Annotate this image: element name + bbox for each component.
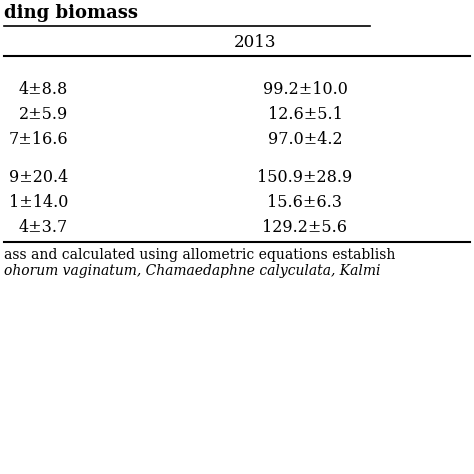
Text: 2±5.9: 2±5.9: [19, 106, 68, 123]
Text: 15.6±6.3: 15.6±6.3: [267, 194, 343, 211]
Text: ding biomass: ding biomass: [4, 4, 138, 22]
Text: 1±14.0: 1±14.0: [9, 194, 68, 211]
Text: 4±3.7: 4±3.7: [19, 219, 68, 236]
Text: 99.2±10.0: 99.2±10.0: [263, 81, 347, 98]
Text: 12.6±5.1: 12.6±5.1: [267, 106, 342, 123]
Text: 7±16.6: 7±16.6: [9, 131, 68, 148]
Text: 4±8.8: 4±8.8: [19, 81, 68, 98]
Text: 129.2±5.6: 129.2±5.6: [263, 219, 347, 236]
Text: 150.9±28.9: 150.9±28.9: [257, 169, 353, 186]
Text: ohorum vaginatum, Chamaedaphne calyculata, Kalmi: ohorum vaginatum, Chamaedaphne calyculat…: [4, 264, 381, 278]
Text: 97.0±4.2: 97.0±4.2: [268, 131, 342, 148]
Text: ass and calculated using allometric equations establish: ass and calculated using allometric equa…: [4, 248, 395, 262]
Text: 9±20.4: 9±20.4: [9, 169, 68, 186]
Text: 2013: 2013: [234, 34, 276, 51]
